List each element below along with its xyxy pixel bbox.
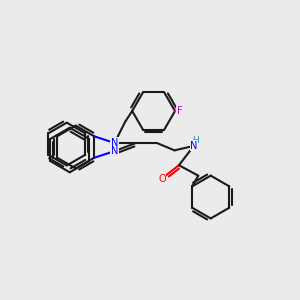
Text: H: H (192, 136, 199, 145)
Text: F: F (177, 106, 182, 116)
Text: O: O (158, 174, 166, 184)
Text: N: N (190, 141, 197, 151)
Text: N: N (111, 138, 118, 148)
Text: N: N (111, 146, 118, 156)
